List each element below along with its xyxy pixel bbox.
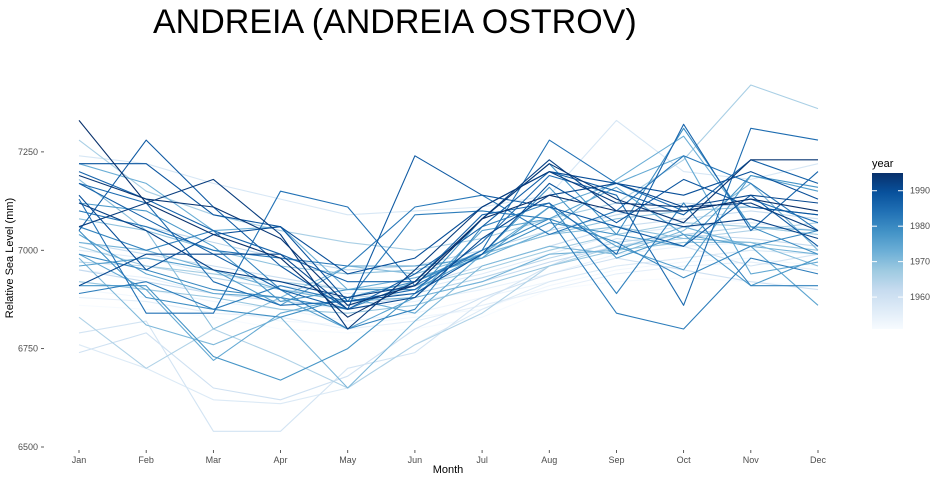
series-line-1971	[78, 182, 819, 389]
series-line-1956	[78, 222, 819, 295]
series-line-1990	[78, 171, 819, 275]
legend-ticks: 1960 1970 1980 1990	[872, 186, 930, 302]
series-line-1966	[78, 84, 819, 251]
legend: year 1960 1970 1980 1990	[872, 158, 930, 329]
series-line-1964	[78, 226, 819, 299]
series-line-1975	[78, 186, 819, 330]
legend-tick-label-1980: 1980	[910, 221, 930, 231]
x-tick-label-may: May	[339, 455, 357, 465]
x-tick-label-apr: Apr	[274, 455, 288, 465]
series-line-1974	[78, 155, 819, 361]
y-tick-label-7250: 7250	[18, 147, 38, 157]
y-tick-label-6750: 6750	[18, 344, 38, 354]
series-line-1993	[78, 171, 819, 330]
series-line-1983	[78, 155, 819, 267]
x-tick-label-jul: Jul	[476, 455, 488, 465]
x-tick-label-aug: Aug	[541, 455, 557, 465]
x-tick-label-jan: Jan	[72, 455, 87, 465]
legend-tick-label-1990: 1990	[910, 186, 930, 196]
y-axis-title: Relative Sea Level (mm)	[4, 198, 16, 318]
x-tick-label-dec: Dec	[810, 455, 827, 465]
series-layer	[78, 84, 819, 432]
y-tick-label-7000: 7000	[18, 245, 38, 255]
series-line-1978	[79, 163, 819, 381]
series-line-1995	[78, 120, 819, 318]
y-axis: 6500 6750 7000 7250	[18, 147, 44, 452]
series-line-1989	[79, 163, 819, 302]
series-line-1991	[78, 182, 819, 310]
legend-title: year	[872, 158, 894, 170]
series-line-1951	[78, 277, 819, 334]
x-tick-label-mar: Mar	[206, 455, 222, 465]
series-line-1958	[78, 119, 819, 216]
x-tick-label-sep: Sep	[608, 455, 624, 465]
series-line-1982	[78, 210, 819, 330]
legend-colorbar	[872, 173, 903, 329]
x-tick-label-jun: Jun	[408, 455, 423, 465]
legend-tick-label-1960: 1960	[910, 292, 930, 302]
series-line-1985	[78, 127, 819, 306]
y-tick-label-6500: 6500	[18, 442, 38, 452]
series-line-1986	[78, 123, 819, 283]
x-tick-label-oct: Oct	[677, 455, 692, 465]
series-line-1988	[78, 139, 819, 310]
x-tick-label-nov: Nov	[743, 455, 760, 465]
x-axis-title: Month	[433, 464, 464, 476]
chart-title: ANDREIA (ANDREIA OSTROV)	[153, 3, 637, 41]
series-line-1994	[78, 159, 818, 306]
x-axis: Jan Feb Mar Apr May Jun Jul Aug Sep Oct Nov Dec	[72, 450, 827, 465]
series-line-1972	[78, 226, 819, 302]
series-line-1960	[78, 257, 819, 401]
x-tick-label-feb: Feb	[138, 455, 154, 465]
legend-tick-label-1970: 1970	[910, 257, 930, 267]
series-line-1959	[78, 237, 819, 432]
